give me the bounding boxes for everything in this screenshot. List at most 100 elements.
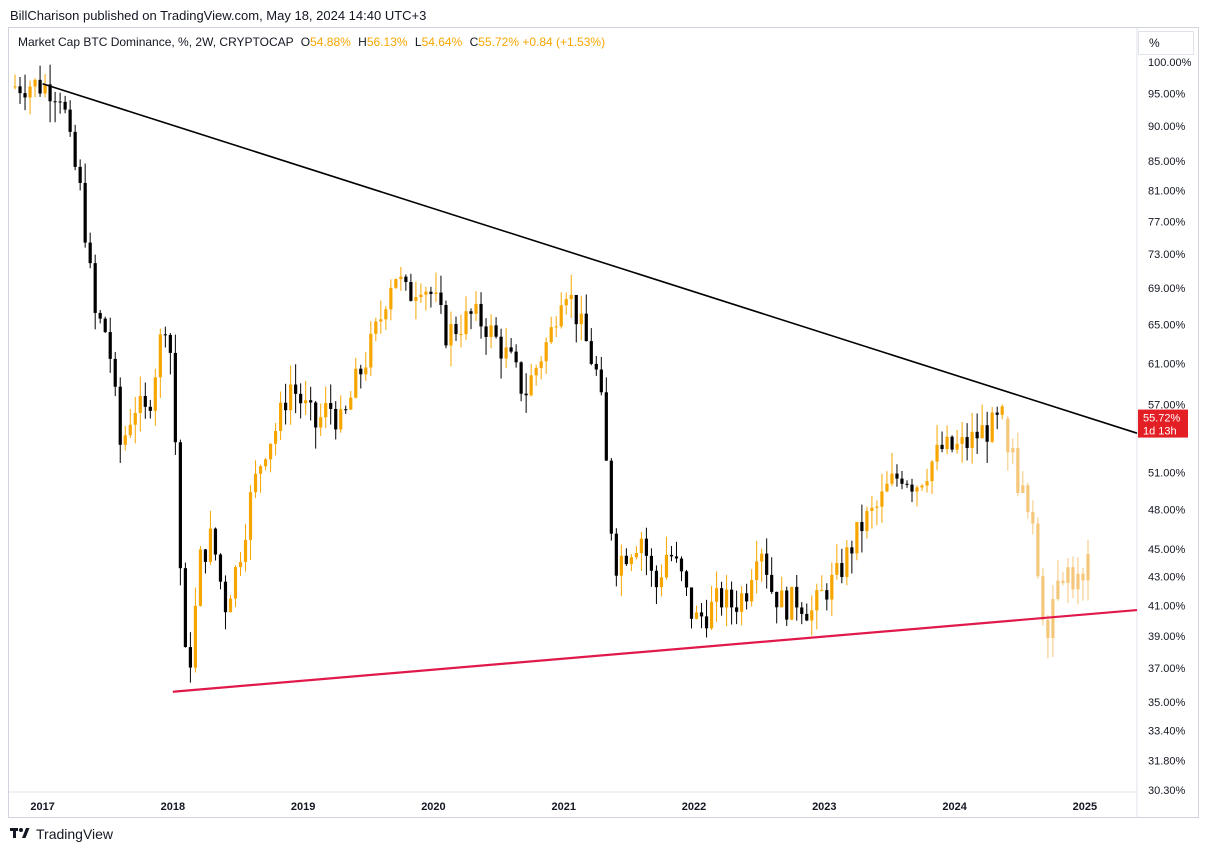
candle-body — [349, 397, 353, 410]
candle-body — [198, 549, 203, 606]
candle-body — [579, 313, 583, 325]
candle-body — [33, 79, 37, 87]
candle-body — [163, 334, 167, 336]
projected-candle-body — [1071, 567, 1075, 590]
candle-body — [414, 297, 418, 301]
candle-body — [970, 431, 974, 449]
projected-candle-body — [1046, 619, 1050, 638]
candle-body — [750, 580, 754, 602]
x-tick-label: 2024 — [942, 801, 967, 813]
candle-body — [68, 109, 72, 132]
candle-body — [253, 473, 258, 493]
candle-body — [429, 291, 433, 294]
publisher-caption: BillCharison published on TradingView.co… — [10, 8, 427, 23]
candle-body — [910, 484, 914, 492]
candle-body — [469, 311, 473, 314]
candle-body — [875, 506, 879, 508]
candle-body — [273, 430, 278, 444]
symbol-title[interactable]: Market Cap BTC Dominance, %, 2W, CRYPTOC… — [18, 35, 294, 49]
x-tick-label: 2018 — [161, 801, 185, 813]
candle-body — [444, 305, 448, 346]
axis-layer: 100.00% 95.00% 90.00% 85.00% 81.00% 77.00% 73.… — [30, 57, 1191, 813]
y-tick-label: 41.00% — [1148, 601, 1186, 613]
candle-body — [569, 294, 573, 300]
candle-body — [504, 347, 508, 359]
candle-body — [935, 444, 939, 462]
candle-body — [499, 336, 503, 359]
candle-body — [745, 593, 749, 602]
candle-body — [203, 549, 208, 562]
candle-body — [755, 561, 759, 581]
current-price-value: 55.72% — [1143, 413, 1181, 425]
candle-body — [684, 571, 689, 588]
candle-body — [604, 392, 608, 461]
grid-layer — [9, 28, 1138, 818]
candle-body — [399, 276, 403, 280]
candle-body — [258, 466, 263, 474]
candle-body — [790, 586, 794, 620]
candle-body — [845, 547, 849, 577]
candle-body — [559, 305, 563, 327]
candle-body — [123, 435, 127, 445]
candle-body — [674, 556, 679, 559]
candle-body — [78, 166, 82, 183]
candle-body — [925, 481, 929, 486]
lower-trendline — [172, 608, 1138, 693]
candle-body — [890, 473, 894, 484]
candle-body — [509, 347, 513, 352]
candle-body — [965, 437, 969, 449]
candle-body — [294, 384, 298, 394]
candle-body — [644, 538, 649, 556]
x-tick-label: 2017 — [30, 801, 54, 813]
candle-body — [649, 555, 654, 571]
bar-countdown: 1d 13h — [1143, 426, 1177, 438]
projected-candle-body — [1081, 573, 1085, 581]
candle-body — [168, 334, 172, 353]
candle-body — [985, 425, 989, 442]
candle-body — [374, 321, 378, 334]
open-label: O — [300, 35, 311, 49]
y-tick-label: 30.30% — [1148, 785, 1186, 797]
candle-body — [489, 325, 493, 337]
candle-body — [279, 402, 283, 431]
candle-body — [760, 553, 764, 562]
candle-body — [419, 294, 423, 298]
candle-body — [549, 327, 553, 343]
candle-body — [980, 425, 984, 439]
y-tick-label: 65.00% — [1148, 320, 1186, 332]
candle-body — [689, 587, 694, 619]
candle-body — [719, 588, 724, 608]
candle-body — [73, 131, 77, 167]
candle-body — [609, 460, 613, 534]
candle-body — [860, 522, 864, 532]
candle-body — [38, 79, 42, 94]
y-tick-label: 77.00% — [1148, 216, 1186, 228]
candle-body — [524, 393, 528, 396]
candle-body — [439, 292, 443, 306]
symbol-legend: Market Cap BTC Dominance, %, 2W, CRYPTOC… — [18, 35, 605, 49]
candle-body — [820, 590, 824, 592]
price-tag-layer: 55.72%1d 13h — [1138, 409, 1188, 438]
candle-body — [329, 402, 333, 409]
tradingview-brand[interactable]: TradingView — [36, 826, 114, 842]
candle-body — [514, 351, 518, 363]
candle-body — [564, 299, 568, 306]
scale-percent-button[interactable]: % — [1138, 31, 1194, 55]
projected-candle-body — [1061, 580, 1065, 583]
candle-body — [369, 333, 373, 368]
candle-body — [975, 431, 979, 439]
x-tick-label: 2022 — [682, 801, 706, 813]
candle-body — [785, 590, 789, 620]
y-tick-label: 37.00% — [1148, 663, 1186, 675]
candle-body — [544, 342, 548, 362]
candle-body — [63, 101, 67, 110]
candle-body — [740, 593, 744, 612]
candle-body — [945, 436, 949, 450]
candle-body — [158, 334, 162, 378]
projected-candle-body — [1036, 523, 1040, 577]
candle-body — [704, 616, 709, 629]
candle-body — [484, 326, 488, 337]
candle-body — [850, 547, 854, 554]
candle-body — [880, 491, 884, 507]
